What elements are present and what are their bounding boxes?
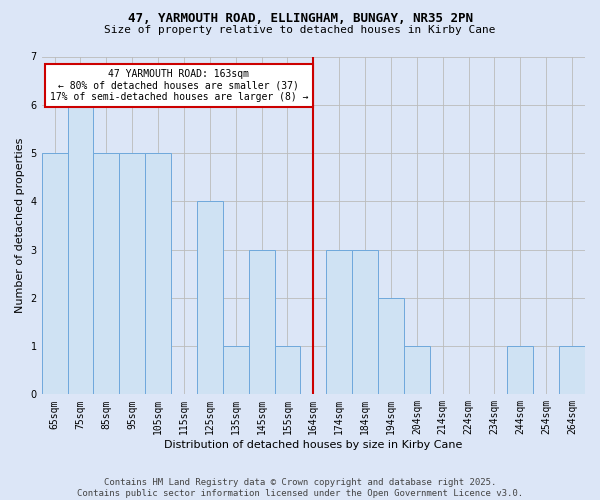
Bar bbox=[559, 346, 585, 395]
Text: 47, YARMOUTH ROAD, ELLINGHAM, BUNGAY, NR35 2PN: 47, YARMOUTH ROAD, ELLINGHAM, BUNGAY, NR… bbox=[128, 12, 473, 26]
Bar bbox=[223, 346, 248, 395]
Bar bbox=[248, 250, 275, 394]
Bar bbox=[68, 105, 94, 395]
Bar bbox=[326, 250, 352, 394]
Bar bbox=[145, 153, 171, 394]
Bar bbox=[404, 346, 430, 395]
Bar bbox=[352, 250, 378, 394]
Bar bbox=[378, 298, 404, 394]
Bar bbox=[41, 153, 68, 394]
Bar bbox=[94, 153, 119, 394]
Bar bbox=[119, 153, 145, 394]
Bar bbox=[275, 346, 301, 395]
Bar bbox=[197, 202, 223, 394]
Text: Size of property relative to detached houses in Kirby Cane: Size of property relative to detached ho… bbox=[104, 25, 496, 35]
Text: Contains HM Land Registry data © Crown copyright and database right 2025.
Contai: Contains HM Land Registry data © Crown c… bbox=[77, 478, 523, 498]
X-axis label: Distribution of detached houses by size in Kirby Cane: Distribution of detached houses by size … bbox=[164, 440, 463, 450]
Bar bbox=[508, 346, 533, 395]
Text: 47 YARMOUTH ROAD: 163sqm
← 80% of detached houses are smaller (37)
17% of semi-d: 47 YARMOUTH ROAD: 163sqm ← 80% of detach… bbox=[50, 68, 308, 102]
Y-axis label: Number of detached properties: Number of detached properties bbox=[15, 138, 25, 313]
